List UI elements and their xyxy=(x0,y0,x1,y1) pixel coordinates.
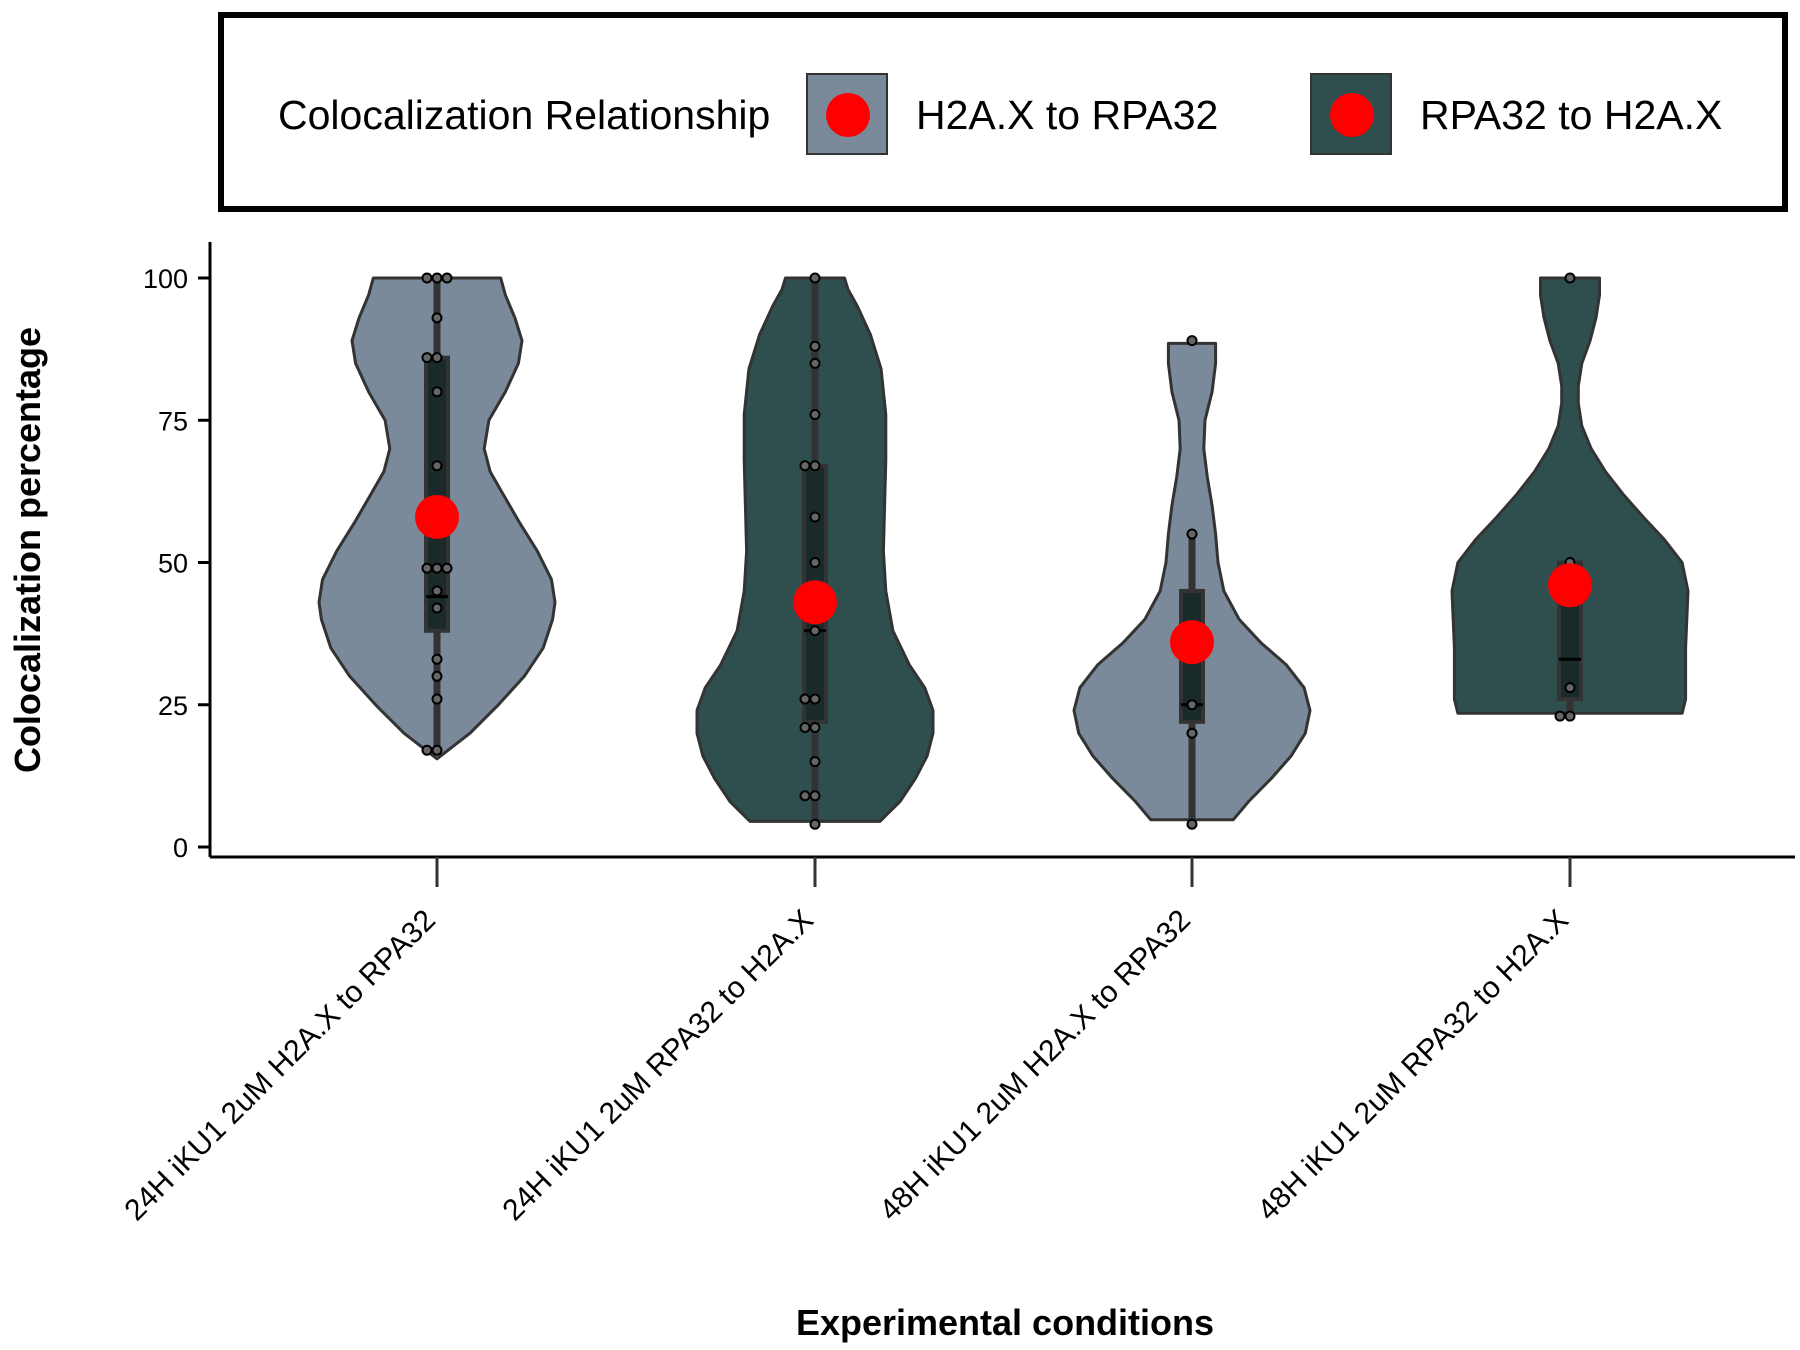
data-point xyxy=(421,744,433,756)
data-point xyxy=(1564,682,1576,694)
data-point xyxy=(809,790,821,802)
data-point xyxy=(431,653,443,665)
data-point xyxy=(1554,710,1566,722)
data-point xyxy=(441,562,453,574)
data-point xyxy=(1186,818,1198,830)
legend-mean-dot-icon xyxy=(1330,93,1374,137)
mean-point xyxy=(1548,563,1592,608)
data-point xyxy=(799,693,811,705)
legend-label-rpa32-to-h2ax: RPA32 to H2A.X xyxy=(1420,92,1723,138)
violin-shape xyxy=(1450,276,1690,715)
data-point xyxy=(431,744,443,756)
data-point xyxy=(1186,727,1198,739)
legend-title: Colocalization Relationship xyxy=(278,92,771,138)
data-point xyxy=(441,272,453,284)
data-point xyxy=(799,722,811,734)
x-tick-label: 24H iKU1 2uM RPA32 to H2A.X xyxy=(496,904,820,1228)
data-point xyxy=(421,272,433,284)
data-point xyxy=(809,340,821,352)
data-point xyxy=(799,790,811,802)
data-point xyxy=(431,312,443,324)
data-point xyxy=(809,272,821,284)
data-point xyxy=(431,352,443,364)
legend-mean-dot-icon xyxy=(826,93,870,137)
y-tick-label: 75 xyxy=(158,406,188,436)
data-point xyxy=(799,460,811,472)
data-point xyxy=(431,386,443,398)
data-point xyxy=(1564,272,1576,284)
data-point xyxy=(809,722,821,734)
legend-label-h2ax-to-rpa32: H2A.X to RPA32 xyxy=(916,92,1219,138)
mean-point xyxy=(415,494,459,539)
data-point xyxy=(1186,528,1198,540)
data-point xyxy=(431,602,443,614)
data-point xyxy=(431,562,443,574)
data-point xyxy=(1186,335,1198,347)
data-point xyxy=(431,460,443,472)
data-point xyxy=(809,409,821,421)
x-tick-label: 24H iKU1 2uM H2A.X to RPA32 xyxy=(118,904,442,1228)
data-point xyxy=(1564,710,1576,722)
data-point xyxy=(809,557,821,568)
data-point xyxy=(421,562,433,574)
data-point xyxy=(431,670,443,682)
data-point xyxy=(809,357,821,369)
x-tick-label: 48H iKU1 2uM RPA32 to H2A.X xyxy=(1251,904,1575,1228)
y-tick-label: 25 xyxy=(158,691,188,721)
plot-area: 0 25 50 75 100 24H iKU1 2uM H2A.X to RPA32 24H… xyxy=(118,242,1795,1227)
data-point xyxy=(431,693,443,705)
data-point xyxy=(809,511,821,523)
y-axis-title: Colocalization percentage xyxy=(7,326,48,774)
data-point xyxy=(809,625,821,637)
y-tick-label: 50 xyxy=(158,549,188,579)
data-point xyxy=(431,585,443,597)
mean-point xyxy=(793,580,837,625)
y-tick-label: 100 xyxy=(143,264,188,294)
data-point xyxy=(809,693,821,705)
x-tick-label: 48H iKU1 2uM H2A.X to RPA32 xyxy=(873,904,1197,1228)
legend-key-rpa32-to-h2ax xyxy=(1310,73,1392,155)
data-point xyxy=(809,756,821,768)
mean-point xyxy=(1170,620,1214,665)
legend-key-h2ax-to-rpa32 xyxy=(806,73,888,155)
data-point xyxy=(421,352,433,364)
data-point xyxy=(431,272,443,284)
y-tick-label: 0 xyxy=(173,833,188,863)
data-point xyxy=(1186,699,1198,711)
x-axis-title: Experimental conditions xyxy=(795,1302,1215,1343)
legend-box xyxy=(218,12,1788,212)
data-point xyxy=(809,818,821,830)
data-point xyxy=(809,460,821,472)
